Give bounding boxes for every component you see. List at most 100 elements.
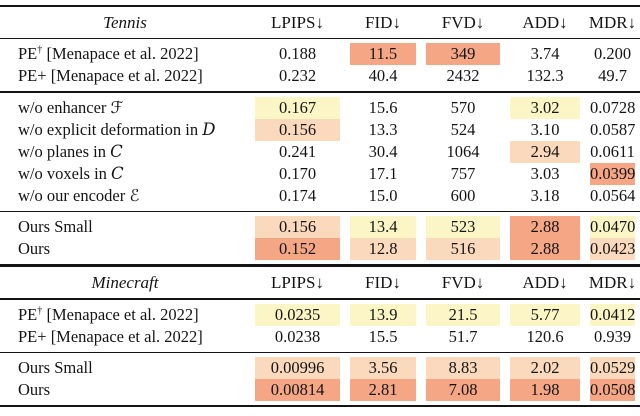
metric-value: 2.94 — [510, 140, 580, 163]
horizontal-rule — [0, 298, 640, 300]
metric-cell: 0.200 — [585, 43, 640, 65]
metric-cell: 11.5 — [345, 43, 421, 66]
metric-value: 21.5 — [426, 303, 500, 326]
metric-value: 15.6 — [368, 97, 398, 117]
metric-value: 5.77 — [510, 303, 580, 326]
method-name: PE+ — [18, 326, 47, 346]
citation: [Menapace et al. 2022] — [42, 44, 199, 64]
table-row: PE† [Menapace et al. 2022] 0.0235 13.9 2… — [0, 303, 640, 326]
dagger-superscript: † — [37, 44, 43, 56]
method-name: w/o explicit deformation in — [18, 119, 203, 139]
metric-value: 0.0423 — [590, 238, 636, 261]
metric-value: 15.5 — [368, 326, 398, 346]
metric-cell: 2432 — [421, 65, 505, 87]
metric-cell: 0.188 — [250, 43, 345, 65]
metric-cell: 49.7 — [585, 65, 640, 87]
column-header: MDR↓ — [588, 272, 637, 292]
citation: [Menapace et al. 2022] — [46, 66, 203, 86]
table-row: w/o explicit deformation in D 0.156 13.3… — [0, 118, 640, 141]
method-name: Ours — [18, 379, 51, 399]
metric-cell: 3.03 — [505, 163, 585, 185]
metric-cell: 0.0728 — [585, 97, 640, 119]
metric-cell: 0.0508 — [585, 378, 640, 401]
column-header: ADD↓ — [522, 12, 568, 32]
metric-cell: 2.88 — [505, 238, 585, 261]
column-header: LPIPS↓ — [271, 272, 324, 292]
row-label: w/o our encoder ℰ — [0, 185, 250, 207]
metric-value: 0.00996 — [255, 356, 340, 379]
method-name: Ours Small — [18, 217, 93, 237]
metric-cell: 0.156 — [250, 216, 345, 239]
metric-cell: 15.5 — [345, 326, 421, 348]
metric-cell: 3.10 — [505, 119, 585, 141]
metric-cell: 3.74 — [505, 43, 585, 65]
metric-value: 0.156 — [255, 118, 340, 141]
metric-value: 2.81 — [350, 378, 416, 401]
row-label: Ours Small — [0, 216, 250, 238]
table-row: PE+ [Menapace et al. 2022] 0.232 40.4 24… — [0, 65, 640, 87]
dagger-superscript: † — [37, 305, 43, 317]
metric-value: 0.0611 — [590, 141, 635, 161]
metric-cell: 570 — [421, 97, 505, 119]
metric-value: 2432 — [446, 66, 480, 86]
metric-cell: 17.1 — [345, 163, 421, 185]
row-label: PE† [Menapace et al. 2022] — [0, 43, 250, 65]
math-symbol: C — [111, 163, 124, 183]
metric-cell: 2.94 — [505, 140, 585, 163]
section-title: Minecraft — [91, 272, 159, 292]
method-name: w/o planes in — [18, 141, 111, 161]
table-row: w/o enhancer ℱ 0.167 15.6 570 3.02 0.072… — [0, 96, 640, 119]
metric-value: 516 — [426, 238, 500, 261]
metric-value: 13.4 — [350, 216, 416, 239]
metric-cell: 757 — [421, 163, 505, 185]
metric-value: 1064 — [446, 141, 480, 161]
table-row: Ours Small 0.156 13.4 523 2.88 0.0470 — [0, 216, 640, 239]
metric-cell: 0.0423 — [585, 238, 640, 261]
metric-cell: 15.6 — [345, 97, 421, 119]
metric-value: 0.0412 — [590, 303, 636, 326]
metric-value: 51.7 — [448, 326, 478, 346]
method-name: w/o our encoder — [18, 185, 130, 205]
metric-cell: 1.98 — [505, 378, 585, 401]
method-name: PE — [18, 304, 38, 324]
metric-value: 523 — [426, 216, 500, 239]
metric-value: 8.83 — [426, 356, 500, 379]
horizontal-rule — [0, 5, 640, 7]
column-header: LPIPS↓ — [271, 12, 324, 32]
metric-value: 120.6 — [526, 326, 564, 346]
column-header: FVD↓ — [441, 272, 485, 292]
metric-value: 600 — [450, 185, 476, 205]
math-symbol: ℱ — [110, 97, 124, 117]
metric-cell: 0.0529 — [585, 356, 640, 379]
section-header-row: Minecraft LPIPS↓ FID↓ FVD↓ ADD↓ MDR↓ — [0, 267, 640, 298]
metric-value: 12.8 — [350, 238, 416, 261]
table-row: Ours 0.00814 2.81 7.08 1.98 0.0508 — [0, 378, 640, 401]
metric-value: 0.0235 — [255, 303, 340, 326]
row-label: w/o explicit deformation in D — [0, 119, 250, 141]
metric-value: 17.1 — [368, 163, 398, 183]
metric-cell: 30.4 — [345, 141, 421, 163]
metric-cell: 15.0 — [345, 185, 421, 207]
metric-value: 757 — [450, 163, 476, 183]
math-symbol: D — [202, 119, 216, 139]
row-label: PE† [Menapace et al. 2022] — [0, 304, 250, 326]
metric-value: 0.200 — [593, 44, 632, 64]
metric-value: 524 — [450, 119, 476, 139]
metric-cell: 132.3 — [505, 65, 585, 87]
method-name: w/o enhancer — [18, 97, 111, 117]
citation: [Menapace et al. 2022] — [46, 326, 203, 346]
metric-cell: 0.170 — [250, 163, 345, 185]
metric-cell: 0.152 — [250, 238, 345, 261]
table-row: PE† [Menapace et al. 2022] 0.188 11.5 34… — [0, 43, 640, 66]
metric-value: 13.9 — [350, 303, 416, 326]
metric-cell: 3.56 — [345, 356, 421, 379]
metric-cell: 0.167 — [250, 96, 345, 119]
metric-value: 40.4 — [368, 66, 398, 86]
metric-value: 0.188 — [278, 44, 317, 64]
method-name: Ours — [18, 239, 51, 259]
metric-value: 349 — [426, 43, 500, 66]
metric-value: 3.56 — [350, 356, 416, 379]
metric-cell: 0.0235 — [250, 303, 345, 326]
metric-cell: 0.0399 — [585, 162, 640, 185]
method-name: Ours Small — [18, 357, 93, 377]
